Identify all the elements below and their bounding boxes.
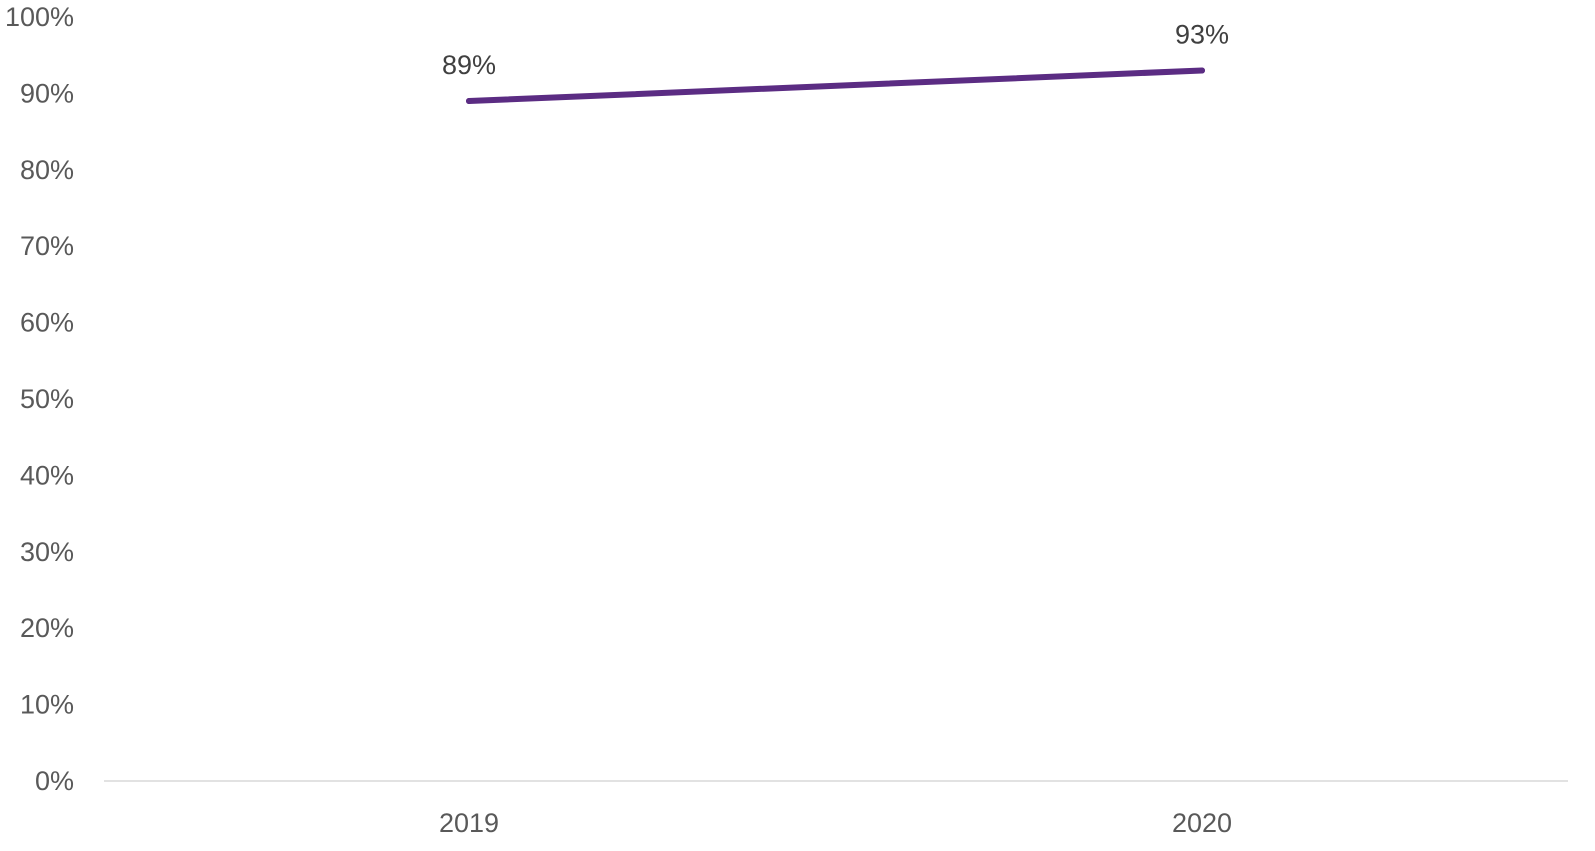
data-label: 89% bbox=[442, 50, 496, 80]
y-tick-label: 80% bbox=[20, 155, 74, 185]
y-tick-label: 20% bbox=[20, 613, 74, 643]
series-layer bbox=[466, 67, 1205, 105]
data-point bbox=[466, 98, 472, 105]
data-point bbox=[1199, 67, 1205, 74]
y-tick-label: 70% bbox=[20, 231, 74, 261]
y-tick-label: 60% bbox=[20, 308, 74, 338]
x-tick-label: 2019 bbox=[439, 808, 499, 838]
y-tick-label: 90% bbox=[20, 78, 74, 108]
series-line bbox=[466, 67, 1205, 105]
y-tick-label: 50% bbox=[20, 384, 74, 414]
y-tick-label: 0% bbox=[35, 766, 74, 796]
data-label: 93% bbox=[1175, 19, 1229, 49]
x-axis-tick-labels: 2019 2020 bbox=[439, 808, 1232, 838]
y-tick-label: 100% bbox=[5, 2, 74, 32]
x-tick-label: 2020 bbox=[1172, 808, 1232, 838]
y-axis-tick-labels: 0% 10% 20% 30% 40% 50% 60% 70% 80% 90% 100% bbox=[5, 2, 74, 796]
y-tick-label: 40% bbox=[20, 460, 74, 490]
y-tick-label: 30% bbox=[20, 537, 74, 567]
data-labels: 89% 93% bbox=[442, 19, 1229, 80]
y-tick-label: 10% bbox=[20, 690, 74, 720]
